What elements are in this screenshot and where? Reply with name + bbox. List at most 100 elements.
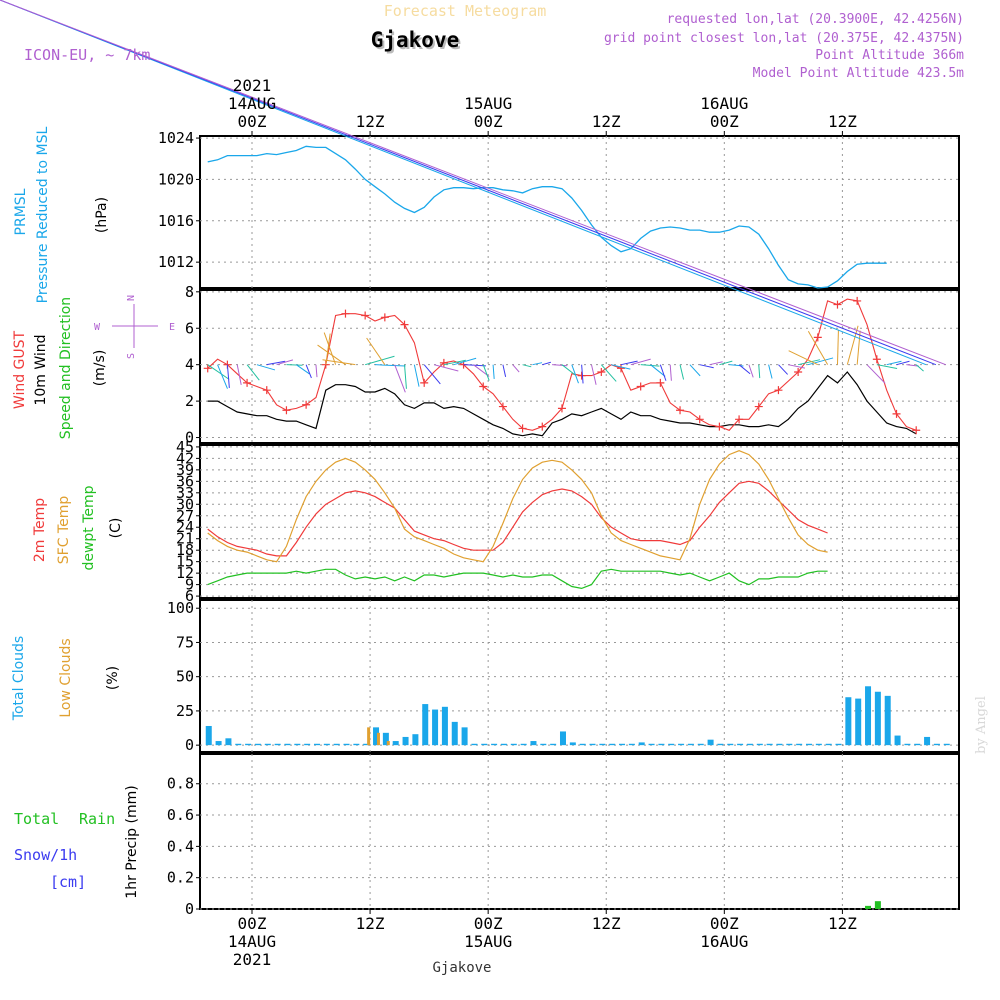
- top-time-label: 2021: [233, 76, 272, 95]
- gust-marker: [479, 382, 488, 391]
- gust-marker: [735, 415, 744, 424]
- total-cloud-bar: [668, 743, 675, 746]
- y-tick-label: 75: [176, 633, 194, 651]
- total-cloud-bar: [274, 743, 281, 746]
- bottom-time-label: 12Z: [828, 914, 857, 933]
- wind-arrow: [443, 359, 466, 366]
- total-cloud-bar: [254, 743, 261, 746]
- total-cloud-bar: [845, 697, 852, 746]
- total-cloud-bar: [205, 725, 212, 746]
- clouds-label-2: Low Clouds: [58, 638, 74, 717]
- wind-label-2: 10m Wind: [33, 334, 49, 405]
- total-cloud-bar: [353, 743, 360, 746]
- gust-marker: [676, 406, 685, 415]
- gust-marker: [518, 424, 527, 433]
- wind-arrow: [286, 364, 303, 366]
- total-cloud-bar: [874, 691, 881, 746]
- total-cloud-bar: [737, 743, 744, 746]
- total-cloud-bar: [678, 743, 685, 746]
- bottom-time-label: 15AUG: [464, 932, 512, 951]
- total-cloud-bar: [363, 743, 370, 746]
- total-cloud-bar: [530, 741, 537, 746]
- total-cloud-bar: [412, 734, 419, 746]
- wind-arrow: [413, 364, 420, 387]
- wind-arrow: [433, 364, 459, 372]
- wind-arrow: [365, 355, 395, 366]
- wind-arrow: [0, 0, 927, 366]
- total-cloud-bar: [805, 743, 812, 746]
- wind-arrow: [807, 330, 829, 365]
- gust-marker: [597, 367, 606, 376]
- gust-marker: [282, 406, 291, 415]
- wind-arrow: [896, 360, 910, 366]
- gust-marker: [754, 402, 763, 411]
- gust-marker: [243, 378, 252, 387]
- wind-arrow: [317, 344, 346, 366]
- gust-marker: [656, 378, 665, 387]
- total-cloud-bar: [235, 743, 242, 746]
- wind-arrow: [866, 364, 886, 384]
- total-cloud-bar: [904, 743, 911, 746]
- total-cloud-bar: [943, 743, 950, 746]
- panel-frame-temperature: [199, 444, 960, 599]
- temp-label-3: dewpt Temp: [81, 485, 97, 570]
- pressure-unit: (hPa): [94, 197, 110, 233]
- y-tick-label: 24: [176, 518, 194, 536]
- precip-unit: 1hr Precip (mm): [124, 785, 140, 898]
- wind-arrow: [217, 364, 228, 389]
- top-time-label: 00Z: [710, 112, 739, 131]
- wind-arrow: [323, 332, 337, 365]
- wind-arrow: [295, 364, 310, 375]
- total-cloud-bar: [865, 686, 872, 746]
- wind-arrow: [620, 360, 638, 366]
- footer-location: Gjakove: [432, 960, 491, 976]
- wind-unit: (m/s): [92, 350, 108, 387]
- wind-arrow: [679, 364, 685, 380]
- total-cloud-bar: [294, 743, 301, 746]
- gust-marker: [774, 386, 783, 395]
- wind-arrow: [423, 364, 441, 385]
- y-tick-label: 12: [176, 564, 194, 582]
- y-tick-label: 0: [185, 900, 194, 918]
- wind-arrow: [699, 364, 714, 369]
- compass-n: N: [126, 295, 137, 301]
- wind-arrow: [453, 357, 477, 366]
- credit-watermark: by Angel: [974, 696, 989, 754]
- total-cloud-bar: [382, 732, 389, 746]
- bottom-time-label: 2021: [233, 950, 272, 969]
- wind-arrow: [374, 364, 406, 367]
- wind-arrow: [876, 364, 898, 370]
- total-cloud-bar: [924, 736, 931, 746]
- y-tick-label: 33: [176, 484, 194, 502]
- clouds-unit: (%): [105, 666, 121, 690]
- wind-arrow: [315, 364, 318, 378]
- y-tick-label: 30: [176, 495, 194, 513]
- total-cloud-bar: [550, 743, 557, 746]
- total-cloud-bar: [727, 743, 734, 746]
- top-time-label: 12Z: [356, 112, 385, 131]
- gust-marker: [577, 371, 586, 380]
- wind-arrow: [650, 364, 666, 377]
- wind-arrow: [758, 364, 761, 379]
- total-cloud-bar: [776, 743, 783, 746]
- y-tick-label: 45: [176, 438, 194, 456]
- wind-arrow: [322, 359, 356, 366]
- total-cloud-bar: [323, 743, 330, 746]
- total-cloud-bar: [648, 743, 655, 746]
- total-cloud-bar: [746, 743, 753, 746]
- compass-icon: N W E S: [94, 295, 175, 359]
- bottom-time-label: 00Z: [238, 914, 267, 933]
- wind-arrow: [394, 364, 406, 393]
- total-cloud-bar: [825, 743, 832, 746]
- precip-label-rain: Rain: [79, 810, 115, 828]
- y-tick-label: 0.4: [167, 837, 194, 855]
- total-cloud-bar: [815, 743, 822, 746]
- total-cloud-bar: [471, 743, 478, 746]
- total-cloud-bar: [717, 743, 724, 746]
- temp-line-0: [207, 480, 828, 557]
- y-tick-label: 39: [176, 461, 194, 479]
- wind-arrow: [0, 0, 937, 366]
- y-tick-label: 0.2: [167, 869, 194, 887]
- pressure-line: [207, 145, 887, 289]
- temp-unit: (C): [108, 518, 124, 539]
